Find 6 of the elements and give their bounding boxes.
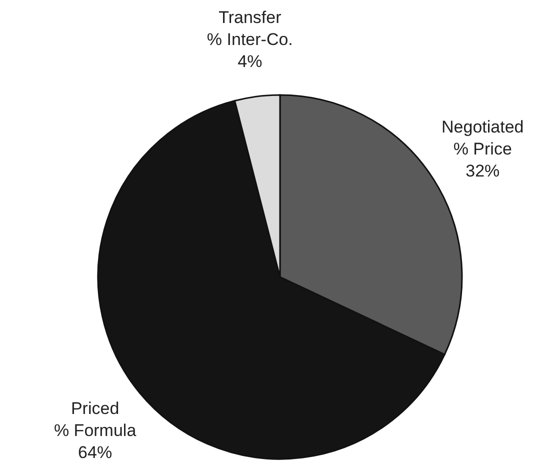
slice-label: Priced % Formula	[54, 398, 137, 440]
slice-label: Transfer % Inter-Co.	[206, 7, 293, 48]
data-label: 4%	[238, 51, 262, 70]
data-label: 64%	[78, 442, 112, 462]
data-label: 32%	[466, 160, 500, 180]
slice-label: Negotiated % Price	[442, 116, 524, 158]
